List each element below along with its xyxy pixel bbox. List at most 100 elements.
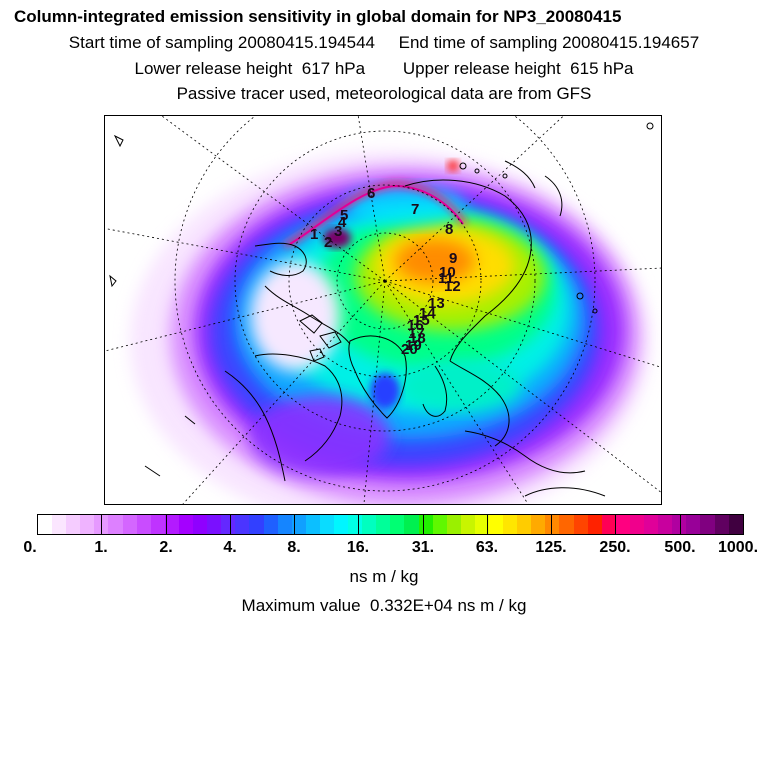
colorbar-tick-label: 31. — [411, 539, 435, 556]
trajectory-labels: 1 2 3 4 5 6 7 8 9 10 11 12 13 14 15 16 1… — [310, 185, 461, 358]
colorbar-cell — [489, 515, 504, 534]
sampling-time-line: Start time of sampling 20080415.194544 E… — [68, 33, 700, 52]
colorbar-tick — [551, 514, 552, 535]
colorbar-cell — [446, 515, 461, 534]
colorbar-cell — [221, 515, 236, 534]
trajectory-label: 17 — [408, 325, 425, 342]
trajectory-label: 14 — [419, 305, 436, 322]
colorbar-cell — [503, 515, 518, 534]
colorbar-cell — [122, 515, 137, 534]
colorbar — [37, 514, 744, 535]
sensitivity-map: 1 2 3 4 5 6 7 8 9 10 11 12 13 14 15 16 1… — [105, 116, 661, 504]
colorbar-tick-label: 125. — [535, 539, 567, 556]
release-height-line: Lower release height 617 hPa Upper relea… — [134, 59, 634, 78]
trajectory-label: 13 — [428, 295, 445, 312]
colorbar-cell — [38, 515, 53, 534]
colorbar-tick — [230, 514, 231, 535]
colorbar-cell — [333, 515, 349, 534]
colorbar-cell — [207, 515, 222, 534]
colorbar-cell — [66, 515, 81, 534]
colorbar-tick-label: 63. — [475, 539, 499, 556]
colorbar-tick-label: 1000. — [717, 539, 759, 556]
colorbar-tick — [680, 514, 681, 535]
trajectory-label: 18 — [409, 330, 426, 347]
colorbar-cell — [545, 515, 560, 534]
colorbar-cell — [587, 515, 602, 534]
colorbar-cell — [52, 515, 67, 534]
colorbar-tick-label: 1. — [94, 539, 108, 556]
colorbar-cell — [418, 515, 433, 534]
colorbar-cell — [686, 515, 701, 534]
emission-field — [130, 151, 650, 504]
colorbar-cell — [644, 515, 659, 534]
colorbar-tick — [615, 514, 616, 535]
colorbar-tick-label: 2. — [159, 539, 173, 556]
colorbar-cell — [390, 515, 405, 534]
colorbar-cell — [193, 515, 208, 534]
trajectory-label: 12 — [444, 278, 461, 295]
colorbar-tick-label: 0. — [23, 539, 37, 556]
trajectory-label: 16 — [407, 317, 424, 334]
trajectory-label: 8 — [445, 221, 453, 238]
colorbar-cell — [164, 515, 179, 534]
trajectory-label: 11 — [438, 270, 454, 287]
colorbar-cell — [432, 515, 447, 534]
trajectory-label: 10 — [439, 264, 456, 281]
trajectory-label: 9 — [449, 250, 457, 267]
colorbar-cell — [277, 515, 292, 534]
colorbar-cell — [263, 515, 278, 534]
trajectory-label: 19 — [405, 337, 422, 354]
colorbar-tick — [358, 514, 359, 535]
colorbar-cell — [376, 515, 391, 534]
colorbar-cell — [559, 515, 574, 534]
colorbar-cell — [474, 515, 489, 534]
trajectory-label: 6 — [367, 185, 375, 202]
trajectory-label: 5 — [340, 207, 348, 224]
max-value-label: Maximum value 0.332E+04 ns m / kg — [241, 596, 527, 615]
colorbar-cell — [249, 515, 264, 534]
figure-title: Column-integrated emission sensitivity i… — [14, 7, 622, 26]
trajectory-label: 7 — [411, 201, 419, 218]
colorbar-cell — [319, 515, 334, 534]
colorbar-cell — [362, 515, 377, 534]
colorbar-tick-label: 250. — [599, 539, 631, 556]
colorbar-cell — [305, 515, 320, 534]
lat-lon-grid — [105, 116, 661, 504]
colorbar-tick — [294, 514, 295, 535]
colorbar-cell — [601, 515, 616, 534]
colorbar-cell — [517, 515, 532, 534]
colorbar-unit: ns m / kg — [349, 567, 419, 586]
colorbar-cell — [629, 515, 645, 534]
colorbar-cell — [658, 515, 673, 534]
trajectory-label: 20 — [401, 341, 418, 358]
colorbar-cell — [291, 515, 306, 534]
colorbar-cell — [80, 515, 95, 534]
colorbar-cell — [404, 515, 419, 534]
colorbar-cell — [728, 515, 743, 534]
colorbar-cell — [348, 515, 363, 534]
trajectory-label: 2 — [324, 234, 332, 251]
colorbar-tick — [101, 514, 102, 535]
colorbar-cell — [235, 515, 250, 534]
map-panel: 1 2 3 4 5 6 7 8 9 10 11 12 13 14 15 16 1… — [104, 115, 662, 505]
trajectory-label: 15 — [413, 312, 430, 329]
colorbar-cell — [573, 515, 588, 534]
coastlines — [109, 122, 654, 497]
trajectory-label: 1 — [310, 226, 318, 243]
colorbar-cell — [672, 515, 687, 534]
colorbar-cell — [700, 515, 715, 534]
colorbar-cell — [108, 515, 123, 534]
colorbar-cell — [531, 515, 546, 534]
colorbar-cell — [136, 515, 151, 534]
colorbar-cell — [714, 515, 729, 534]
trajectory-label: 3 — [334, 223, 342, 240]
tracer-info-line: Passive tracer used, meteorological data… — [176, 84, 592, 103]
colorbar-tick — [487, 514, 488, 535]
colorbar-cell — [178, 515, 194, 534]
trajectory-label: 4 — [338, 214, 347, 231]
colorbar-tick-label: 8. — [287, 539, 301, 556]
colorbar-tick-label: 500. — [664, 539, 696, 556]
colorbar-tick — [423, 514, 424, 535]
colorbar-cell — [150, 515, 165, 534]
colorbar-cell — [460, 515, 475, 534]
